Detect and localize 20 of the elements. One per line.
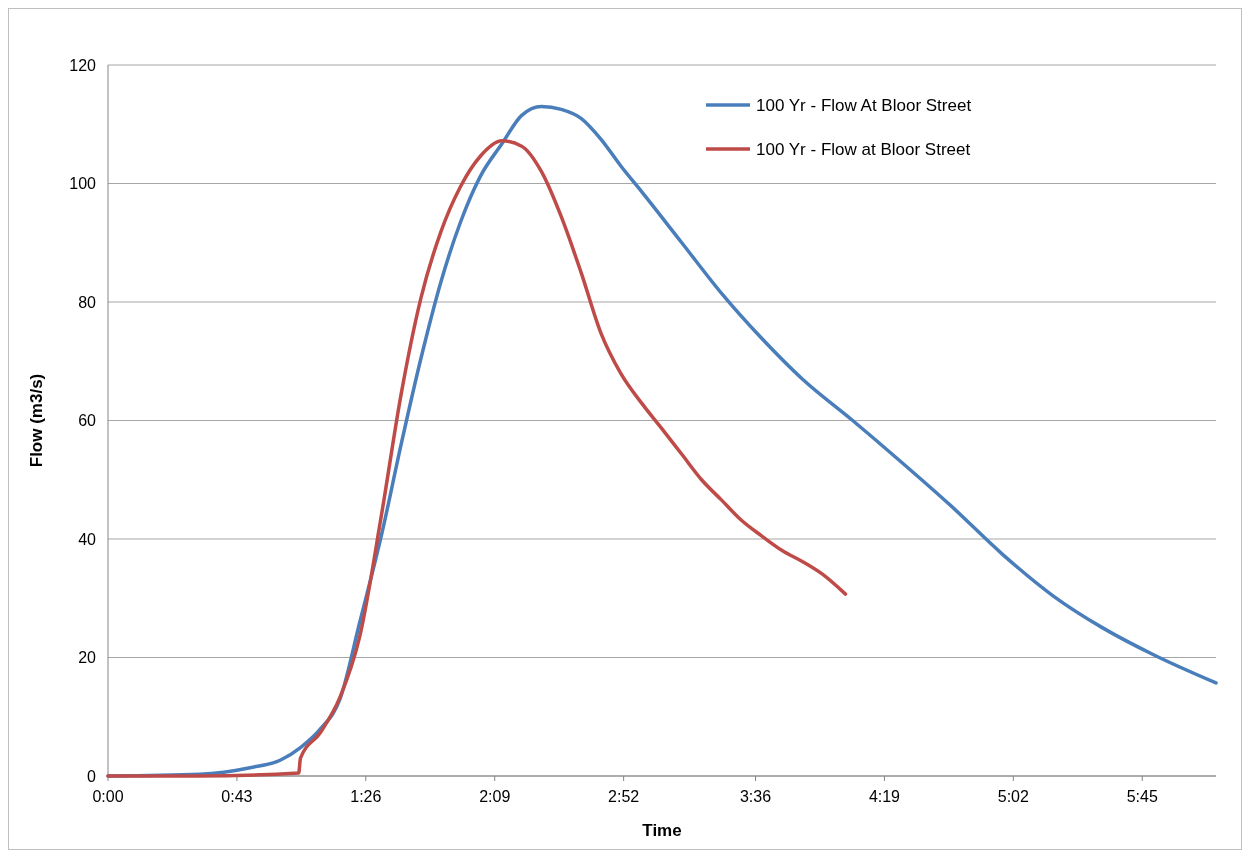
x-tick-label: 2:09: [479, 788, 511, 805]
x-tick-label: 4:19: [868, 788, 901, 805]
x-tick-label: 2:52: [608, 788, 640, 805]
x-tick-label: 0:00: [92, 788, 124, 805]
x-tick-label: 3:36: [739, 788, 772, 805]
y-tick-label: 40: [78, 530, 97, 548]
x-tick-label: 5:02: [997, 788, 1030, 805]
legend-label: 100 Yr - Flow at Bloor Street: [756, 139, 971, 159]
y-tick-label: 0: [87, 767, 97, 785]
x-tick-label: 1:26: [350, 788, 382, 805]
x-tick-label: 5:45: [1126, 788, 1158, 805]
y-tick-label: 80: [78, 293, 97, 311]
y-tick-label: 60: [78, 412, 97, 430]
y-axis-title: Flow (m3/s): [27, 373, 46, 468]
y-tick-label: 20: [78, 649, 97, 667]
y-tick-label: 100: [69, 175, 97, 193]
x-axis-title: Time: [642, 821, 682, 840]
legend-label: 100 Yr - Flow At Bloor Street: [756, 95, 972, 115]
x-tick-label: 0:43: [221, 788, 253, 805]
y-tick-label: 120: [69, 56, 97, 74]
